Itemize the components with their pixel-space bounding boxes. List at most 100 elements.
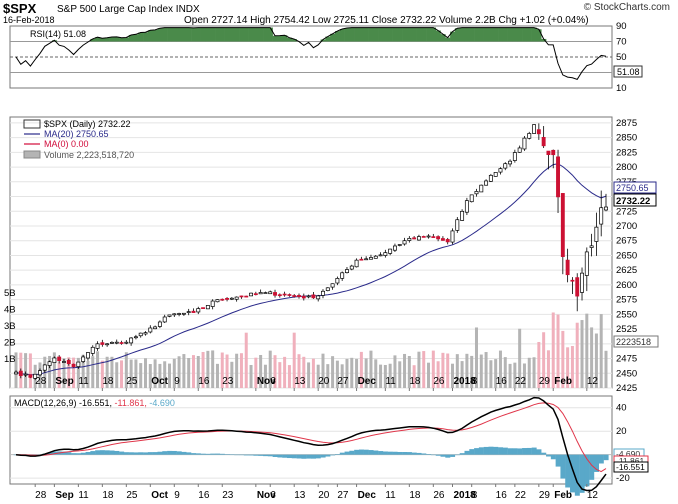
macd-histogram-bar <box>459 453 465 455</box>
candle-body <box>493 172 498 177</box>
candle-body <box>201 307 206 309</box>
volume-bar <box>412 365 416 388</box>
candle-body <box>239 295 244 298</box>
price-tick-label: 2850 <box>616 133 637 144</box>
rsi-overbought-fill <box>109 37 115 42</box>
volume-bar <box>196 356 200 388</box>
candle-body <box>33 373 38 379</box>
candle-body <box>546 150 551 156</box>
candle-body <box>369 257 373 260</box>
x-axis-label-bottom: Feb <box>554 490 572 501</box>
macd-histogram-bar <box>373 450 379 455</box>
rsi-overbought-fill <box>104 37 110 42</box>
macd-histogram-bar <box>320 454 326 458</box>
macd-tick-label: 40 <box>616 403 627 414</box>
volume-bar <box>379 364 383 388</box>
macd-histogram-bar <box>426 454 432 455</box>
rsi-overbought-fill <box>450 31 456 42</box>
macd-line <box>15 396 607 492</box>
volume-bar <box>76 357 80 388</box>
volume-bar <box>422 351 426 388</box>
macd-histogram-bar <box>397 451 403 455</box>
macd-legend-hist: -4.690 <box>149 398 175 408</box>
rsi-overbought-fill <box>373 27 379 42</box>
macd-histogram-bar <box>75 453 81 455</box>
macd-histogram-bar <box>234 454 240 456</box>
candle-body <box>191 310 196 313</box>
rsi-overbought-fill <box>464 27 470 42</box>
macd-tick-label: -20 <box>616 473 630 484</box>
candle-body <box>292 295 297 297</box>
rsi-overbought-fill <box>167 27 173 42</box>
candle-body <box>455 219 460 231</box>
volume-legend-label: Volume 2,223,518,720 <box>44 150 134 160</box>
rsi-overbought-fill <box>152 29 158 42</box>
price-tick-label: 2825 <box>616 147 637 158</box>
candle-body <box>580 272 584 293</box>
candle-body <box>392 245 397 251</box>
macd-histogram-bar <box>171 450 177 455</box>
rsi-overbought-fill <box>95 37 101 42</box>
macd-histogram-bar <box>349 450 355 455</box>
volume-bar <box>211 350 215 388</box>
rsi-tick-label: 10 <box>616 83 627 94</box>
x-axis-label-top: 18 <box>409 376 421 387</box>
candle-body <box>460 210 465 221</box>
rsi-overbought-fill <box>229 27 235 42</box>
x-axis-label-bottom: 29 <box>539 490 551 501</box>
candle-body <box>76 361 81 367</box>
candle-body <box>215 299 220 303</box>
candle-body <box>297 295 301 298</box>
candle-body <box>28 374 33 378</box>
candle-body <box>14 371 18 375</box>
volume-bar <box>163 361 167 388</box>
candle-body <box>316 295 321 300</box>
macd-histogram-bar <box>421 453 427 455</box>
macd-histogram-bar <box>138 452 144 455</box>
volume-bar <box>215 363 219 388</box>
x-axis-label-bottom: 20 <box>318 490 330 501</box>
rsi-overbought-fill <box>210 27 216 42</box>
rsi-overbought-fill <box>363 27 369 42</box>
macd-histogram-bar <box>51 451 57 455</box>
rsi-overbought-fill <box>181 27 187 42</box>
macd-histogram-bar <box>301 454 307 459</box>
candle-body <box>522 137 527 150</box>
volume-bar <box>355 358 359 388</box>
macd-histogram-bar <box>128 452 134 455</box>
x-axis-label-top: 26 <box>433 376 445 387</box>
rsi-overbought-fill <box>478 27 484 42</box>
macd-histogram-bar <box>71 453 77 455</box>
volume-bar <box>273 355 277 388</box>
macd-histogram-bar <box>219 453 225 455</box>
volume-bar <box>158 363 162 388</box>
x-axis-label-top: 9 <box>174 376 180 387</box>
rsi-last-tag: 51.08 <box>613 65 643 78</box>
volume-tick-label: 2B <box>4 338 16 349</box>
macd-histogram-bar <box>493 446 499 455</box>
rsi-overbought-fill <box>224 27 230 42</box>
candle-body <box>440 238 445 241</box>
volume-bar <box>187 357 191 388</box>
rsi-overbought-fill <box>517 27 523 42</box>
ma0-legend-label: MA(0) 0.00 <box>44 139 89 149</box>
volume-bar <box>518 328 522 388</box>
x-axis-label-top: 6 <box>270 376 276 387</box>
x-axis-label-bottom: 16 <box>198 490 210 501</box>
volume-bar <box>335 360 339 388</box>
rsi-overbought-fill <box>526 27 532 42</box>
rsi-overbought-fill <box>219 27 225 42</box>
macd-histogram-bar <box>531 447 537 455</box>
volume-bar <box>374 359 378 388</box>
volume-bar <box>110 356 114 388</box>
volume-bar <box>590 327 594 388</box>
candle-body <box>364 258 369 261</box>
volume-bar <box>220 352 224 388</box>
x-axis-label-bottom: Oct <box>151 490 168 501</box>
candle-body <box>95 343 100 349</box>
rsi-overbought-fill <box>474 27 480 42</box>
volume-bar <box>283 356 287 388</box>
rsi-last-value: 51.08 <box>617 67 640 77</box>
rsi-overbought-fill <box>368 27 374 42</box>
macd-histogram-bar <box>267 454 273 457</box>
